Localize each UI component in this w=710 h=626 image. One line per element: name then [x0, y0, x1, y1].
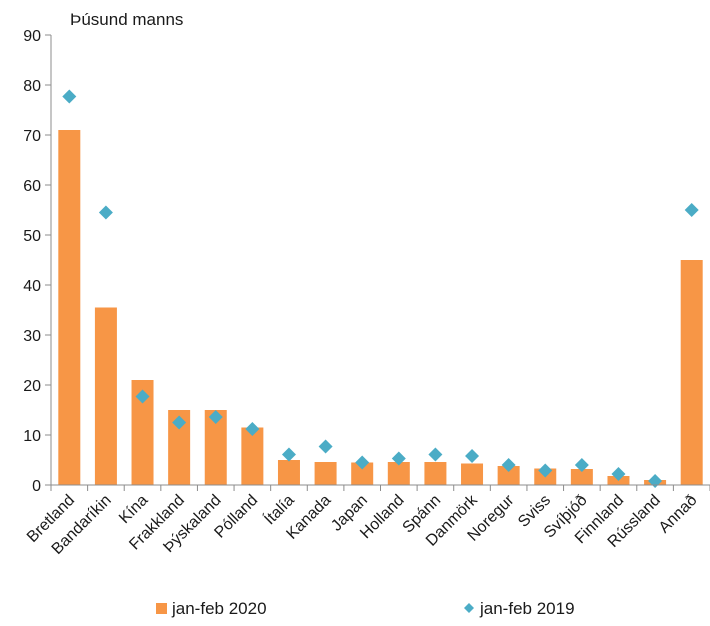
marker-series-2019: [62, 89, 699, 488]
y-tick-label: 50: [23, 228, 41, 245]
legend-label-2019: jan-feb 2019: [479, 599, 575, 618]
y-tick-label: 30: [23, 328, 41, 345]
y-tick-label: 0: [32, 478, 41, 495]
x-tick-label: Annað: [656, 492, 701, 537]
marker-2019: [501, 458, 516, 472]
y-tick-label: 10: [23, 428, 41, 445]
legend: jan-feb 2020 jan-feb 2019: [156, 599, 575, 618]
bar-2020: [461, 463, 484, 485]
marker-2019: [465, 449, 480, 463]
marker-2019: [574, 458, 589, 472]
marker-2019: [172, 415, 187, 430]
legend-swatch-2019: [464, 603, 474, 613]
y-tick-label: 20: [23, 378, 41, 395]
marker-2019: [611, 467, 626, 481]
y-tick-label: 80: [23, 78, 41, 95]
marker-2019: [135, 389, 150, 404]
marker-2019: [318, 439, 333, 454]
y-tick-label: 90: [23, 28, 41, 45]
bar-2020: [570, 469, 593, 485]
marker-2019: [98, 205, 113, 220]
bar-2020: [168, 410, 191, 485]
bar-2020: [131, 380, 154, 485]
bar-2020: [424, 462, 447, 485]
bar-series-2020: [58, 130, 703, 485]
bar-2020: [58, 130, 81, 485]
marker-2019: [355, 455, 370, 470]
marker-2019: [391, 451, 406, 466]
legend-label-2020: jan-feb 2020: [171, 599, 267, 618]
marker-2019: [62, 89, 77, 104]
y-tick-label: 40: [23, 278, 41, 295]
bar-2020: [351, 462, 374, 485]
bar-2020: [387, 462, 410, 485]
legend-swatch-2020: [156, 603, 167, 614]
bar-2020: [680, 260, 703, 485]
bar-2020: [204, 410, 227, 485]
marker-2019: [208, 410, 223, 424]
marker-2019: [684, 203, 699, 217]
y-tick-label: 60: [23, 178, 41, 195]
marker-2019: [648, 474, 663, 488]
bar-2020: [314, 462, 337, 485]
y-axis-unit-label: Þúsund manns: [70, 10, 183, 29]
bar-2020: [241, 427, 264, 485]
y-axis: 0 10 20 30 40 50 60 70 80 90: [23, 28, 52, 495]
marker-2019: [428, 447, 443, 462]
marker-2019: [281, 447, 296, 462]
bar-2020: [94, 307, 117, 485]
y-tick-label: 70: [23, 128, 41, 145]
bar-2020: [497, 466, 520, 485]
marker-2019: [245, 422, 260, 436]
marker-2019: [538, 463, 553, 478]
bar-2020: [277, 460, 300, 485]
